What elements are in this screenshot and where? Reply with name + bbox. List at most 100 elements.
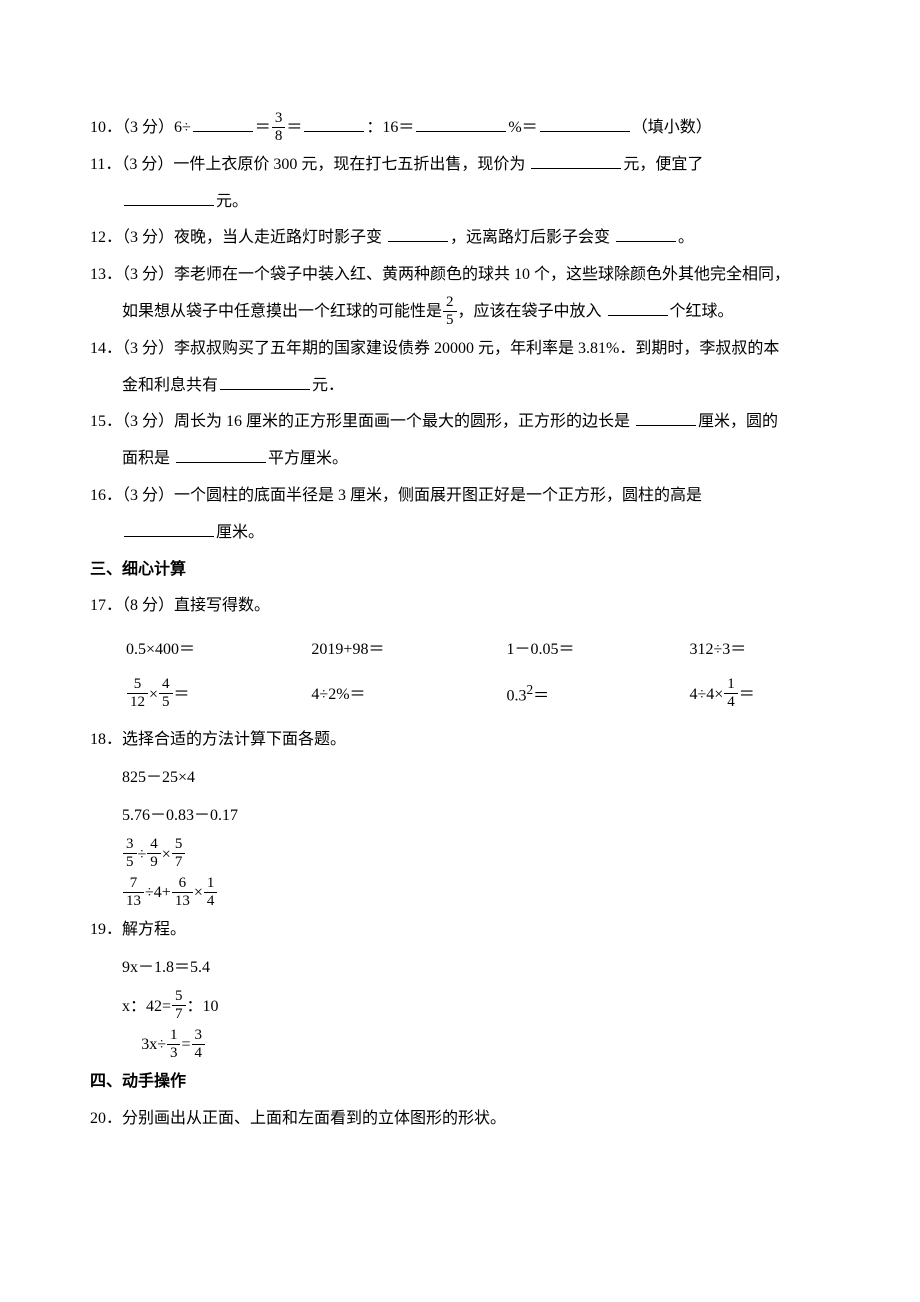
q17-r1c3: 1－0.05＝ bbox=[502, 629, 685, 672]
q12-b: ，远离路灯后影子会变 bbox=[450, 229, 614, 246]
blank bbox=[531, 152, 621, 169]
question-18-stem: 18．选择合适的方法计算下面各题。 bbox=[90, 722, 830, 759]
op: ÷4+ bbox=[145, 884, 171, 901]
q18-e4: 713÷4+613×14 bbox=[122, 874, 830, 912]
q18-e2: 5.76－0.83－0.17 bbox=[122, 797, 830, 835]
q15-l2a: 面积是 bbox=[122, 450, 174, 467]
q16-l2b: 厘米。 bbox=[216, 524, 264, 541]
question-19-stem: 19．解方程。 bbox=[90, 912, 830, 949]
blank bbox=[124, 189, 214, 206]
blank bbox=[220, 373, 310, 390]
q14-l2b: 元． bbox=[312, 377, 344, 394]
q14-l1: 14．（3 分）李叔叔购买了五年期的国家建设债券 20000 元，年利率是 3.… bbox=[90, 340, 779, 357]
question-14: 14．（3 分）李叔叔购买了五年期的国家建设债券 20000 元，年利率是 3.… bbox=[90, 331, 830, 368]
op: × bbox=[162, 846, 171, 863]
q17-r2c3: 0.32＝ bbox=[502, 672, 685, 718]
fraction-icon: 38 bbox=[272, 111, 286, 146]
fraction-icon: 45 bbox=[159, 677, 173, 712]
q14-l2a: 金和利息共有 bbox=[122, 377, 218, 394]
question-14-cont: 金和利息共有 元． bbox=[90, 368, 830, 405]
blank bbox=[193, 115, 253, 132]
q19-e3-pre: 3x÷ bbox=[141, 1036, 166, 1053]
fraction-icon: 34 bbox=[192, 1028, 206, 1063]
q13-l2a: 如果想从袋子中任意摸出一个红球的可能性是 bbox=[122, 303, 442, 320]
question-13: 13．（3 分）李老师在一个袋子中装入红、黄两种颜色的球共 10 个，这些球除颜… bbox=[90, 257, 830, 294]
q17-r1c1: 0.5×400＝ bbox=[122, 629, 307, 672]
q11-c: 元。 bbox=[216, 193, 248, 210]
question-13-cont: 如果想从袋子中任意摸出一个红球的可能性是25，应该在袋子中放入 个红球。 bbox=[90, 294, 830, 331]
q15-l1a: 15．（3 分）周长为 16 厘米的正方形里面画一个最大的圆形，正方形的边长是 bbox=[90, 413, 634, 430]
blank bbox=[616, 225, 676, 242]
fraction-icon: 57 bbox=[172, 837, 186, 872]
blank bbox=[608, 299, 668, 316]
q15-l2b: 平方厘米。 bbox=[268, 450, 348, 467]
fraction-icon: 713 bbox=[123, 876, 144, 911]
blank bbox=[176, 446, 266, 463]
section-4-heading: 四、动手操作 bbox=[90, 1064, 830, 1101]
q10-mid4: %＝ bbox=[508, 119, 537, 136]
blank bbox=[388, 225, 448, 242]
question-11-cont: 元。 bbox=[90, 184, 830, 221]
blank bbox=[636, 409, 696, 426]
q13-l1: 13．（3 分）李老师在一个袋子中装入红、黄两种颜色的球共 10 个，这些球除颜… bbox=[90, 266, 790, 283]
table-row: 512×45＝ 4÷2%＝ 0.32＝ 4÷4×14＝ bbox=[122, 672, 862, 718]
question-16-cont: 厘米。 bbox=[90, 515, 830, 552]
q17-c3-pre: 0.3 bbox=[506, 687, 526, 704]
q13-l2b: ，应该在袋子中放入 bbox=[458, 303, 606, 320]
q19-e3-mid: = bbox=[181, 1036, 190, 1053]
question-12: 12．（3 分）夜晚，当人走近路灯时影子变 ，远离路灯后影子会变 。 bbox=[90, 220, 830, 257]
q11-b: 元，便宜了 bbox=[623, 156, 703, 173]
q12-c: 。 bbox=[678, 229, 694, 246]
question-15-cont: 面积是 平方厘米。 bbox=[90, 441, 830, 478]
q19-list: 9x－1.8＝5.4 x：42=57：10 3x÷13=34 bbox=[90, 949, 830, 1064]
blank bbox=[416, 115, 506, 132]
q10-eq2: ＝ bbox=[286, 119, 302, 136]
table-row: 0.5×400＝ 2019+98＝ 1－0.05＝ 312÷3＝ bbox=[122, 629, 862, 672]
q17-r1c2: 2019+98＝ bbox=[307, 629, 502, 672]
fraction-icon: 13 bbox=[167, 1028, 181, 1063]
q19-e2-pre: x：42= bbox=[122, 998, 171, 1015]
q10-prefix: 10．（3 分）6÷ bbox=[90, 119, 191, 136]
q10-mid3: ：16＝ bbox=[366, 119, 414, 136]
question-11: 11．（3 分）一件上衣原价 300 元，现在打七五折出售，现价为 元，便宜了 bbox=[90, 147, 830, 184]
question-10: 10．（3 分）6÷ ＝38＝ ：16＝ %＝ （填小数） bbox=[90, 110, 830, 147]
question-17-stem: 17．（8 分）直接写得数。 bbox=[90, 588, 830, 625]
q17-c3-post: ＝ bbox=[533, 687, 549, 704]
question-20: 20．分别画出从正面、上面和左面看到的立体图形的形状。 bbox=[90, 1101, 830, 1138]
q11-a: 11．（3 分）一件上衣原价 300 元，现在打七五折出售，现价为 bbox=[90, 156, 529, 173]
blank bbox=[304, 115, 364, 132]
op: ÷ bbox=[138, 846, 147, 863]
q12-a: 12．（3 分）夜晚，当人走近路灯时影子变 bbox=[90, 229, 386, 246]
op: × bbox=[194, 884, 203, 901]
blank bbox=[124, 520, 214, 537]
q16-l1: 16．（3 分）一个圆柱的底面半径是 3 厘米，侧面展开图正好是一个正方形，圆柱… bbox=[90, 487, 702, 504]
q18-e3: 35÷49×57 bbox=[122, 836, 830, 874]
q17-c4-post: ＝ bbox=[739, 686, 755, 703]
q17-r2c1: 512×45＝ bbox=[122, 672, 307, 718]
q10-tail: （填小数） bbox=[632, 119, 712, 136]
q19-e2: x：42=57：10 bbox=[122, 988, 830, 1026]
q18-list: 825－25×4 5.76－0.83－0.17 35÷49×57 713÷4+6… bbox=[90, 759, 830, 913]
q17-c4-pre: 4÷4× bbox=[689, 686, 723, 703]
q19-e2-post: ：10 bbox=[187, 998, 219, 1015]
q17-r2c4: 4÷4×14＝ bbox=[685, 672, 862, 718]
q10-eq1: ＝ bbox=[255, 119, 271, 136]
section-3-heading: 三、细心计算 bbox=[90, 552, 830, 589]
fraction-icon: 14 bbox=[724, 677, 738, 712]
fraction-icon: 49 bbox=[147, 837, 161, 872]
q17-r1c4: 312÷3＝ bbox=[685, 629, 862, 672]
q17-r2c2: 4÷2%＝ bbox=[307, 672, 502, 718]
fraction-icon: 35 bbox=[123, 837, 137, 872]
question-15: 15．（3 分）周长为 16 厘米的正方形里面画一个最大的圆形，正方形的边长是 … bbox=[90, 404, 830, 441]
q17-table: 0.5×400＝ 2019+98＝ 1－0.05＝ 312÷3＝ 512×45＝… bbox=[122, 629, 862, 718]
q19-e1: 9x－1.8＝5.4 bbox=[122, 949, 830, 987]
fraction-icon: 57 bbox=[172, 989, 186, 1024]
q15-l1b: 厘米，圆的 bbox=[698, 413, 778, 430]
fraction-icon: 613 bbox=[172, 876, 193, 911]
fraction-icon: 25 bbox=[443, 295, 457, 330]
question-16: 16．（3 分）一个圆柱的底面半径是 3 厘米，侧面展开图正好是一个正方形，圆柱… bbox=[90, 478, 830, 515]
q18-e1: 825－25×4 bbox=[122, 759, 830, 797]
q19-e3: 3x÷13=34 bbox=[122, 1026, 830, 1064]
blank bbox=[540, 115, 630, 132]
fraction-icon: 512 bbox=[127, 677, 148, 712]
